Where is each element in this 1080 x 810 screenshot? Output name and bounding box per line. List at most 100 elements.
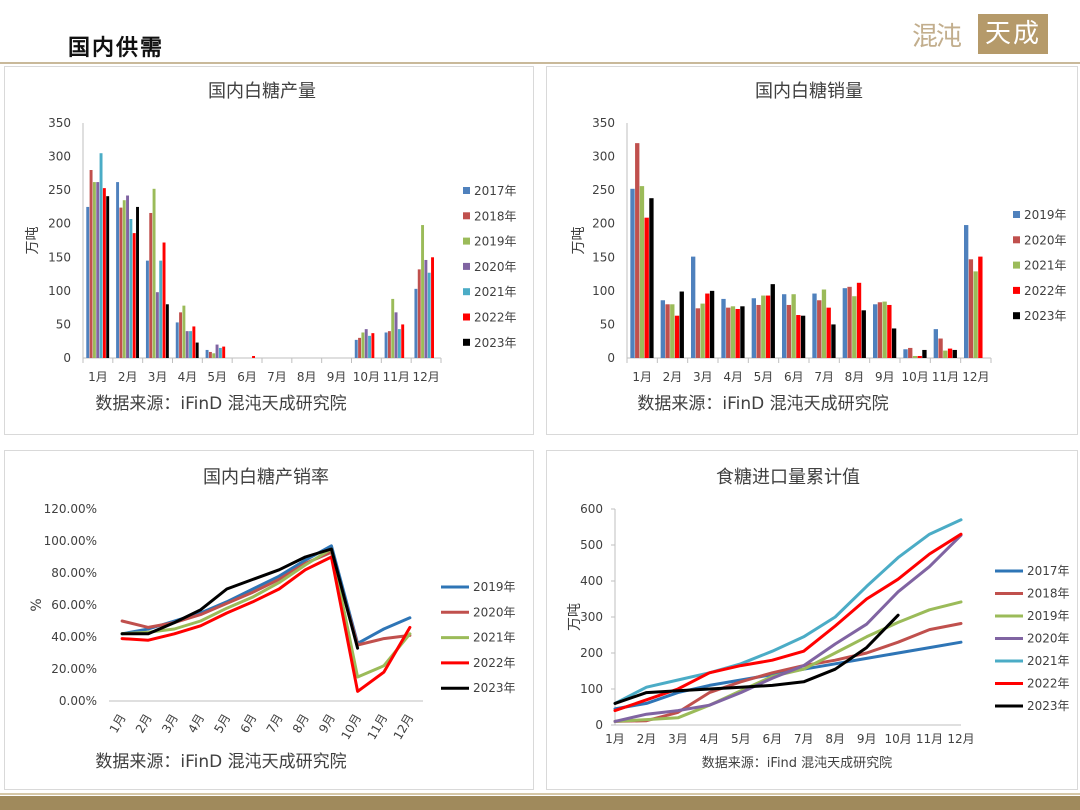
bar-2019年-5月 — [212, 353, 216, 358]
bar-2020年-3月 — [695, 308, 701, 358]
x-tick-label: 8月 — [290, 712, 312, 736]
bar-2019年-5月 — [751, 298, 757, 358]
legend-swatch-2022年 — [1013, 286, 1020, 294]
bar-2021年-6月 — [791, 294, 796, 358]
y-tick-label: 40.00% — [51, 630, 97, 644]
bar-2020年-11月 — [394, 312, 398, 358]
legend-label: 2021年 — [1027, 654, 1070, 668]
chart-sales: 国内白糖销量 0 50 100 150 200 250 300 350 万吨 1月 2月 3月 4月 5月 6… — [571, 81, 1067, 414]
x-tick-label: 8月 — [825, 732, 845, 746]
bar-2021年-12月 — [427, 272, 431, 358]
x-tick-label: 3月 — [159, 712, 181, 736]
y-tick-label: 600 — [580, 502, 603, 516]
series-line-2023年 — [613, 613, 900, 705]
bar-2022年-12月 — [431, 257, 434, 358]
legend-label: 2021年 — [473, 631, 516, 645]
series-line-2019年 — [613, 600, 963, 723]
bar-2021年-1月 — [99, 153, 103, 358]
bar-2022年-7月 — [826, 307, 831, 358]
legend-swatch-2019年 — [1013, 211, 1020, 218]
bar-2017年-12月 — [414, 288, 418, 358]
bar-2021年-9月 — [882, 301, 887, 358]
bar-2019年-1月 — [92, 182, 96, 358]
x-tick-label: 10月 — [902, 370, 929, 384]
x-tick-label: 9月 — [857, 732, 877, 746]
bar-2022年-6月 — [796, 315, 801, 358]
x-tick-label: 11月 — [932, 370, 959, 384]
bar-2023年-3月 — [165, 304, 169, 358]
bar-2018年-12月 — [417, 269, 421, 358]
bar-2021年-10月 — [912, 355, 918, 358]
bar-2021年-5月 — [218, 347, 222, 358]
bar-2019年-8月 — [842, 288, 848, 358]
legend-label: 2022年 — [474, 311, 517, 325]
legend-label: 2021年 — [1024, 259, 1067, 273]
chart-ratio: 国内白糖产销率 0.00% 20.00% 40.00% 60.00% 80.00% 100.… — [29, 467, 516, 772]
bar-2018年-3月 — [149, 212, 153, 358]
bar-2017年-3月 — [145, 260, 149, 358]
y-tick-label: 200 — [580, 646, 603, 660]
logo-text-left: 混沌 — [912, 22, 962, 52]
bar-2022年-12月 — [978, 256, 983, 358]
legend-swatch-2023年 — [1013, 312, 1020, 320]
bar-2023年-10月 — [922, 349, 927, 358]
bar-2022年-11月 — [947, 348, 953, 358]
bar-2021年-7月 — [821, 289, 827, 358]
x-tick-label: 5月 — [207, 370, 227, 384]
x-tick-label: 10月 — [884, 732, 911, 746]
bar-2020年-4月 — [726, 307, 731, 358]
bar-2021年-5月 — [761, 295, 766, 358]
bar-2023年-3月 — [709, 290, 715, 358]
bar-2021年-10月 — [368, 335, 372, 358]
bar-2022年-5月 — [222, 346, 226, 358]
bar-2022年-8月 — [856, 282, 862, 358]
y-tick-label: 0 — [63, 351, 71, 365]
y-tick-label: 350 — [48, 116, 71, 130]
bar-2021年-4月 — [730, 306, 736, 358]
chart-panel-production: 国内白糖产量 0 50 100 150 200 250 300 350 万吨 1月 2月 3月 4月 5月 6… — [4, 66, 534, 435]
legend-label: 2017年 — [474, 184, 517, 198]
bar-2020年-5月 — [215, 344, 219, 358]
bar-2023年-9月 — [891, 328, 897, 358]
bar-2020年-12月 — [968, 259, 974, 358]
series-line-2018年 — [613, 622, 963, 723]
bar-2021年-8月 — [852, 296, 857, 358]
y-tick-label: 0.00% — [59, 694, 97, 708]
source-note: 数据来源：iFinD 混沌天成研究院 — [95, 752, 346, 772]
legend-label: 2022年 — [1024, 284, 1067, 298]
x-tick-label: 3月 — [148, 370, 168, 384]
bar-2023年-7月 — [831, 324, 836, 358]
bar-2019年-12月 — [964, 225, 969, 358]
legend-swatch-2022年 — [463, 313, 470, 321]
bar-2023年-11月 — [952, 349, 957, 358]
bar-2020年-11月 — [938, 338, 943, 358]
legend-label: 2020年 — [474, 260, 517, 274]
source-note: 数据来源：iFinD 混沌天成研究院 — [95, 394, 346, 414]
bar-2023年-8月 — [861, 310, 866, 358]
bar-2023年-1月 — [649, 198, 654, 358]
x-tick-label: 1月 — [88, 370, 108, 384]
x-tick-label: 1月 — [605, 732, 625, 746]
y-tick-label: 350 — [592, 116, 615, 130]
bar-2022年-1月 — [644, 217, 649, 358]
bar-2019年-9月 — [873, 304, 878, 358]
footer-divider — [0, 793, 1080, 795]
bar-2022年-2月 — [674, 315, 680, 358]
bar-2018年-4月 — [179, 312, 183, 358]
bar-2019年-3月 — [691, 256, 696, 358]
footer-bar — [0, 796, 1080, 810]
header-divider — [0, 62, 1080, 64]
x-tick-label: 6月 — [237, 370, 257, 384]
bar-2021年-4月 — [189, 331, 193, 358]
bar-2021年-11月 — [397, 329, 401, 358]
y-tick-label: 300 — [592, 150, 615, 164]
bar-2019年-3月 — [152, 188, 156, 358]
bar-2019年-6月 — [782, 294, 787, 358]
y-tick-label: 250 — [592, 183, 615, 197]
y-tick-label: 300 — [580, 610, 603, 624]
series-line-2023年 — [120, 547, 360, 650]
y-tick-label: 100 — [592, 284, 615, 298]
legend-label: 2021年 — [474, 285, 517, 299]
bar-2021年-1月 — [639, 186, 645, 358]
bar-2022年-11月 — [401, 324, 405, 358]
